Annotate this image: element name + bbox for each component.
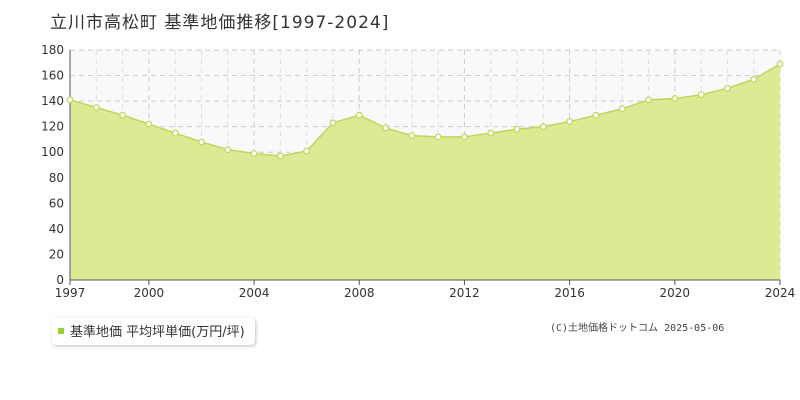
data-point: [329, 119, 337, 127]
data-point: [697, 91, 705, 99]
credit-text: (C)土地価格ドットコム 2025-05-06: [550, 323, 725, 334]
legend-swatch: [58, 327, 64, 334]
data-point: [198, 138, 205, 146]
data-point: [303, 147, 311, 155]
data-point: [276, 152, 284, 160]
data-point: [224, 146, 232, 154]
y-tick-label: 20: [49, 247, 64, 261]
y-tick-label: 0: [56, 273, 64, 287]
data-point: [250, 150, 258, 157]
series-line: [69, 63, 781, 157]
data-point: [645, 96, 652, 104]
x-tick-label: 1997: [55, 286, 86, 300]
data-point: [592, 111, 600, 119]
data-point: [92, 104, 100, 111]
data-point: [618, 105, 626, 113]
series-area-fill: [70, 64, 780, 280]
data-point: [750, 75, 758, 83]
x-tick-label: 2024: [765, 286, 796, 300]
x-axis-ticks: 1997 2000 2004 2008 2012 2016 2020 2024: [55, 280, 796, 300]
y-tick-label: 60: [49, 196, 64, 210]
y-tick-label: 80: [49, 171, 64, 185]
data-point: [355, 111, 363, 119]
data-point: [461, 133, 468, 141]
axes: [69, 50, 780, 281]
data-point: [382, 124, 389, 132]
x-tick-label: 2012: [449, 286, 480, 300]
data-point: [66, 96, 74, 104]
data-point: [408, 132, 416, 140]
data-point: [776, 60, 784, 68]
data-point: [566, 118, 574, 125]
x-tick-label: 2020: [660, 286, 691, 300]
x-tick-label: 2004: [239, 286, 270, 300]
y-axis-ticks: 0 20 40 60 80 100 120 140 160 180: [41, 43, 64, 287]
data-points: [66, 60, 784, 160]
x-tick-label: 2016: [554, 286, 585, 300]
data-point: [539, 123, 547, 131]
data-point: [487, 129, 495, 137]
legend-label: 基準地価 平均坪単価(万円/坪): [70, 325, 245, 340]
data-point: [724, 84, 731, 92]
data-point: [434, 133, 442, 141]
data-point: [171, 129, 179, 137]
data-point: [671, 95, 679, 102]
series-area: [69, 63, 781, 280]
y-tick-label: 40: [49, 222, 64, 236]
data-point: [145, 120, 153, 128]
y-tick-label: 180: [41, 43, 64, 57]
page-title: 立川市高松町 基準地価推移[1997-2024]: [50, 13, 390, 33]
y-tick-label: 100: [41, 145, 64, 159]
x-tick-label: 2008: [344, 286, 375, 300]
data-point: [513, 125, 521, 133]
x-tick-label: 2000: [134, 286, 165, 300]
y-tick-label: 140: [41, 94, 64, 108]
legend: 基準地価 平均坪単価(万円/坪): [52, 318, 255, 345]
data-point: [119, 111, 126, 119]
y-tick-label: 160: [41, 69, 64, 83]
y-tick-label: 120: [41, 120, 64, 134]
